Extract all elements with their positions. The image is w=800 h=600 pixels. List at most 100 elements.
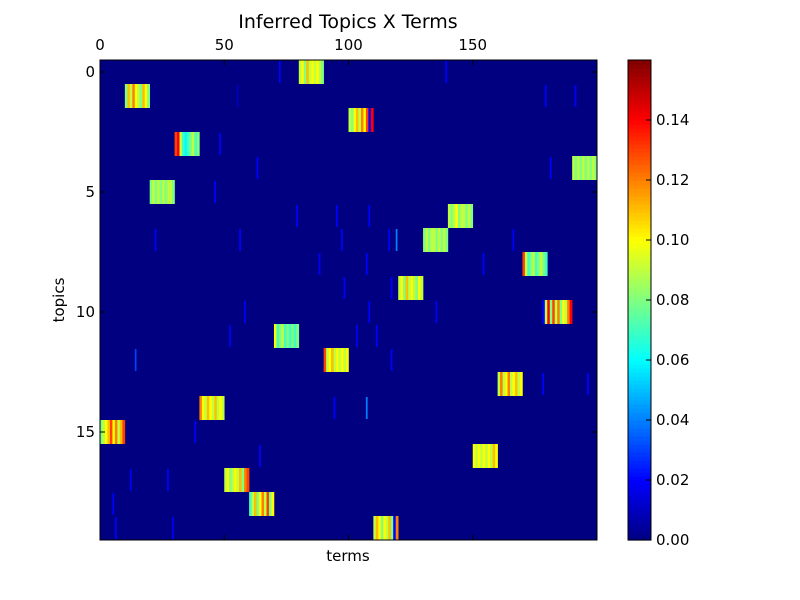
heatmap-cell (149, 180, 153, 204)
heatmap-cell (246, 468, 250, 492)
heatmap-cell (316, 60, 319, 84)
heatmap-cell (567, 300, 570, 324)
heatmap-cell (311, 60, 315, 84)
heatmap-cell (405, 276, 409, 300)
heatmap-minor-cell (587, 373, 589, 395)
heatmap-cell (174, 132, 178, 156)
heatmap-cell (549, 300, 553, 324)
colorbar-tick-label: 0.00 (656, 531, 689, 549)
heatmap-cell (515, 372, 518, 396)
heatmap-cell (380, 516, 384, 540)
heatmap-cell (326, 348, 329, 372)
colorbar-segment (628, 352, 651, 357)
heatmap-cell (490, 444, 493, 468)
heatmap-cell (179, 132, 183, 156)
heatmap-cell (224, 468, 228, 492)
heatmap-cell (154, 180, 158, 204)
heatmap-minor-cell (368, 301, 371, 323)
colorbar-segment (628, 456, 651, 461)
heatmap-cell (142, 84, 146, 108)
heatmap-minor-cell (390, 349, 393, 371)
colorbar-segment (628, 248, 651, 253)
heatmap-cell (390, 516, 394, 540)
colorbar-segment (628, 236, 651, 241)
heatmap-minor-cell (214, 181, 217, 203)
colorbar-segment (628, 520, 651, 525)
heatmap-cell (544, 300, 548, 324)
heatmap-cell (370, 108, 374, 132)
colorbar-segment (628, 356, 651, 361)
heatmap-cell (204, 396, 208, 420)
heatmap-cell (341, 348, 344, 372)
colorbar-segment (628, 296, 651, 301)
heatmap-cell (124, 84, 128, 108)
heatmap-minor-cell (259, 445, 261, 467)
heatmap-cell (527, 252, 531, 276)
colorbar-segment (628, 276, 651, 281)
heatmap-minor-cell (482, 253, 485, 275)
colorbar-tick-label: 0.14 (656, 111, 689, 129)
heatmap-minor-cell (129, 469, 132, 491)
heatmap-cell (117, 420, 121, 444)
heatmap-cell (244, 468, 247, 492)
heatmap-minor-cell (236, 85, 239, 107)
colorbar: 0.00 0.02 0.04 0.06 0.08 0.10 0.12 0.14 (627, 59, 689, 549)
heatmap-cell (430, 228, 434, 252)
colorbar-segment (628, 92, 651, 97)
colorbar-segment (628, 164, 651, 169)
heatmap-cell (231, 468, 235, 492)
heatmap-cell (221, 396, 225, 420)
heatmap-cell (539, 252, 543, 276)
colorbar-segment (628, 160, 651, 165)
colorbar-segment (628, 400, 651, 405)
colorbar-segment (628, 504, 651, 509)
colorbar-segment (628, 468, 651, 473)
colorbar-segment (628, 324, 651, 329)
heatmap-cell (271, 492, 275, 516)
heatmap-cell (365, 108, 369, 132)
heatmap-cell (447, 204, 451, 228)
heatmap-cell (276, 324, 280, 348)
heatmap-cell (554, 300, 558, 324)
heatmap-cell (378, 516, 382, 540)
heatmap-cell (201, 396, 205, 420)
heatmap-cell (129, 84, 133, 108)
heatmap-cell (544, 252, 548, 276)
colorbar-segment (628, 280, 651, 285)
heatmap-cell (164, 180, 168, 204)
heatmap-cell (507, 372, 511, 396)
heatmap-minor-cell (296, 205, 299, 227)
colorbar-segment (628, 408, 651, 413)
heatmap-cell (226, 468, 230, 492)
colorbar-segment (628, 328, 651, 333)
heatmap-cell (137, 84, 141, 108)
heatmap-minor-cell (333, 397, 336, 419)
colorbar-tick-label: 0.10 (656, 231, 689, 249)
heatmap-cell (557, 300, 561, 324)
heatmap-cell (182, 132, 185, 156)
heatmap-cell (455, 204, 459, 228)
heatmap-cell (321, 60, 324, 84)
heatmap-cell (482, 444, 486, 468)
colorbar-segment (628, 336, 651, 341)
colorbar-segment (628, 512, 651, 517)
heatmap-cell (477, 444, 481, 468)
heatmap-cell (457, 204, 461, 228)
heatmap-cell (107, 420, 111, 444)
heatmap-cell (301, 60, 305, 84)
heatmap-cell (127, 84, 131, 108)
colorbar-segment (628, 368, 651, 373)
heatmap-cell (383, 516, 387, 540)
heatmap-minor-cell (574, 85, 577, 107)
heatmap-cell (286, 324, 290, 348)
heatmap-minor-cell (445, 61, 448, 83)
heatmap-cell (512, 372, 516, 396)
heatmap-cell (122, 420, 126, 444)
heatmap-cell (505, 372, 508, 396)
heatmap-minor-cell (341, 229, 343, 251)
heatmap-cell (134, 84, 138, 108)
heatmap-cell (542, 300, 546, 324)
heatmap-cell (293, 324, 297, 348)
colorbar-segment (628, 212, 651, 217)
colorbar-segment (628, 176, 651, 181)
